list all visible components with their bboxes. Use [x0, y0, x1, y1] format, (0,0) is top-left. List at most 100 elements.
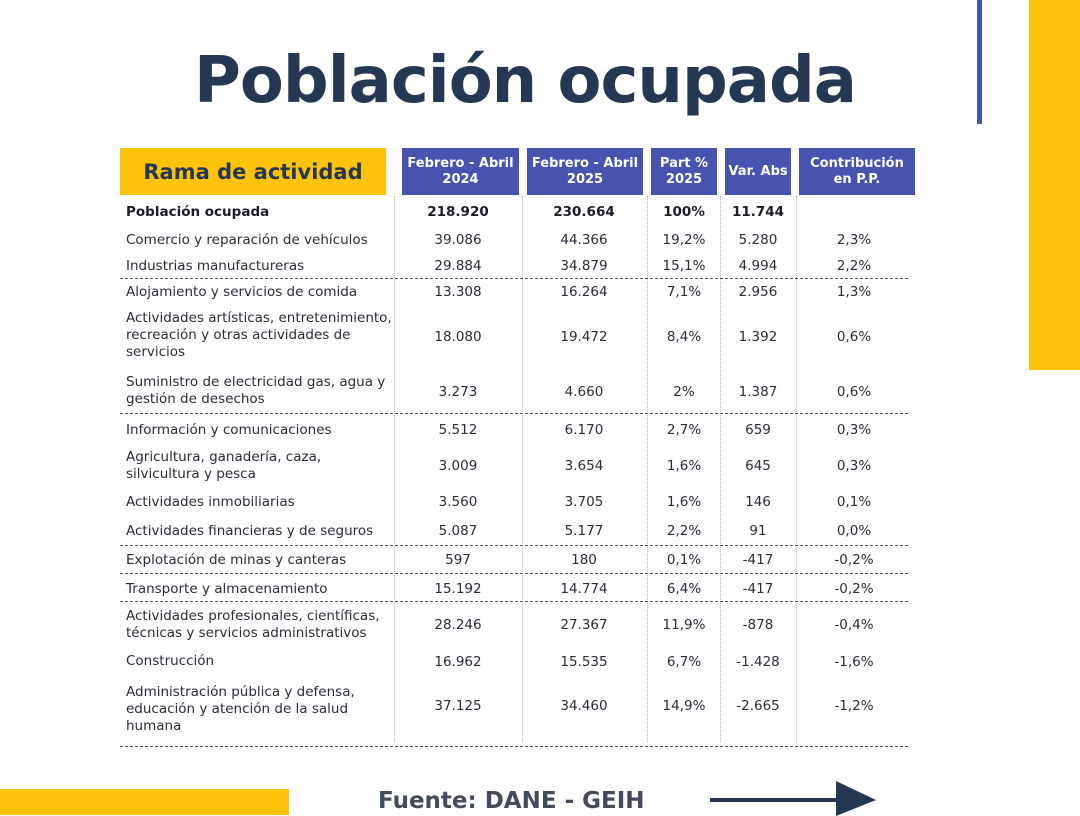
cell-2024: 18.080	[434, 329, 482, 345]
cell-2024: 597	[445, 552, 471, 568]
decorative-yellow-bar-right	[1029, 0, 1080, 370]
cell-part: 8,4%	[666, 329, 702, 345]
row-label: Comercio y reparación de vehículos	[126, 232, 368, 248]
cell-contribucion: -0,4%	[834, 617, 874, 633]
cell-2024: 16.962	[434, 654, 482, 670]
cell-part: 2,2%	[666, 523, 702, 539]
header-contribucion: Contribución en P.P.	[799, 148, 915, 195]
arrow-right-icon	[710, 781, 876, 816]
row-separator	[120, 278, 908, 279]
cell-2025: 3.705	[564, 494, 604, 510]
cell-2025: 15.535	[560, 654, 608, 670]
column-separator	[796, 196, 797, 742]
cell-2024: 15.192	[434, 581, 482, 597]
cell-var-abs: -1.428	[736, 654, 780, 670]
header-part: Part % 2025	[651, 148, 717, 195]
cell-contribucion: -0,2%	[834, 581, 874, 597]
row-separator	[120, 573, 908, 574]
cell-2025: 19.472	[560, 329, 608, 345]
row-separator	[120, 601, 908, 602]
row-label: Actividades profesionales, científicas, …	[126, 608, 380, 641]
cell-part: 0,1%	[666, 552, 702, 568]
page-title: Población ocupada	[194, 44, 857, 118]
cell-part: 14,9%	[662, 698, 706, 714]
cell-var-abs: 2.956	[738, 284, 778, 300]
cell-var-abs: 645	[745, 458, 771, 474]
header-feb-abr-2025: Febrero - Abril 2025	[527, 148, 643, 195]
decorative-vertical-line	[977, 0, 982, 124]
cell-part: 1,6%	[666, 458, 702, 474]
header-var-abs: Var. Abs	[725, 148, 791, 195]
cell-var-abs: 5.280	[738, 232, 778, 248]
cell-2025: 34.460	[560, 698, 608, 714]
cell-contribucion: -1,6%	[834, 654, 874, 670]
row-label: Administración pública y defensa, educac…	[126, 684, 355, 734]
cell-contribucion: 0,6%	[836, 384, 872, 400]
row-label: Agricultura, ganadería, caza, silvicultu…	[126, 449, 322, 482]
row-label: Industrias manufactureras	[126, 258, 305, 274]
cell-2024: 3.009	[438, 458, 478, 474]
cell-2025: 34.879	[560, 258, 608, 274]
cell-2025: 16.264	[560, 284, 608, 300]
cell-var-abs: 146	[745, 494, 771, 510]
cell-2024: 13.308	[434, 284, 482, 300]
cell-2024: 218.920	[427, 204, 489, 220]
column-separator	[522, 196, 523, 742]
cell-var-abs: -417	[742, 581, 774, 597]
row-label: Construcción	[126, 653, 215, 669]
cell-2025: 27.367	[560, 617, 608, 633]
cell-var-abs: -878	[742, 617, 774, 633]
cell-contribucion: 1,3%	[836, 284, 872, 300]
cell-part: 100%	[663, 204, 705, 220]
cell-var-abs: -2.665	[736, 698, 780, 714]
row-label: Alojamiento y servicios de comida	[126, 284, 358, 300]
cell-contribucion: -1,2%	[834, 698, 874, 714]
cell-2024: 3.560	[438, 494, 478, 510]
column-separator	[647, 196, 648, 742]
row-label: Actividades artísticas, entretenimiento,…	[126, 310, 392, 360]
cell-2025: 4.660	[564, 384, 604, 400]
cell-2025: 6.170	[564, 422, 604, 438]
header-feb-abr-2024: Febrero - Abril 2024	[402, 148, 519, 195]
row-label: Explotación de minas y canteras	[126, 552, 347, 568]
cell-2024: 37.125	[434, 698, 482, 714]
cell-2025: 3.654	[564, 458, 604, 474]
cell-part: 7,1%	[666, 284, 702, 300]
source-note: Fuente: DANE - GEIH	[378, 788, 645, 814]
cell-var-abs: 1.387	[738, 384, 778, 400]
cell-part: 2,7%	[666, 422, 702, 438]
row-label: Transporte y almacenamiento	[126, 581, 328, 597]
decorative-yellow-bar-bottom	[0, 789, 289, 815]
cell-contribucion: 0,1%	[836, 494, 872, 510]
cell-part: 15,1%	[662, 258, 706, 274]
cell-var-abs: -417	[742, 552, 774, 568]
cell-2024: 29.884	[434, 258, 482, 274]
cell-2024: 5.087	[438, 523, 478, 539]
cell-2024: 5.512	[438, 422, 478, 438]
row-label: Información y comunicaciones	[126, 422, 332, 438]
cell-contribucion: -0,2%	[834, 552, 874, 568]
cell-2025: 44.366	[560, 232, 608, 248]
column-separator	[394, 196, 395, 742]
cell-var-abs: 659	[745, 422, 771, 438]
cell-2024: 3.273	[438, 384, 478, 400]
row-separator	[120, 545, 908, 546]
cell-contribucion: 2,2%	[836, 258, 872, 274]
row-label: Suministro de electricidad gas, agua y g…	[126, 374, 386, 407]
cell-2024: 28.246	[434, 617, 482, 633]
cell-2024: 39.086	[434, 232, 482, 248]
cell-2025: 14.774	[560, 581, 608, 597]
cell-var-abs: 91	[749, 523, 767, 539]
cell-contribucion: 0,6%	[836, 329, 872, 345]
header-rama: Rama de actividad	[120, 148, 386, 195]
cell-part: 6,4%	[666, 581, 702, 597]
cell-2025: 5.177	[564, 523, 604, 539]
cell-part: 1,6%	[666, 494, 702, 510]
cell-contribucion: 0,3%	[836, 458, 872, 474]
cell-var-abs: 4.994	[738, 258, 778, 274]
cell-2025: 230.664	[553, 204, 615, 220]
row-label: Actividades financieras y de seguros	[126, 523, 374, 539]
cell-part: 11,9%	[662, 617, 706, 633]
cell-contribucion: 2,3%	[836, 232, 872, 248]
cell-part: 19,2%	[662, 232, 706, 248]
